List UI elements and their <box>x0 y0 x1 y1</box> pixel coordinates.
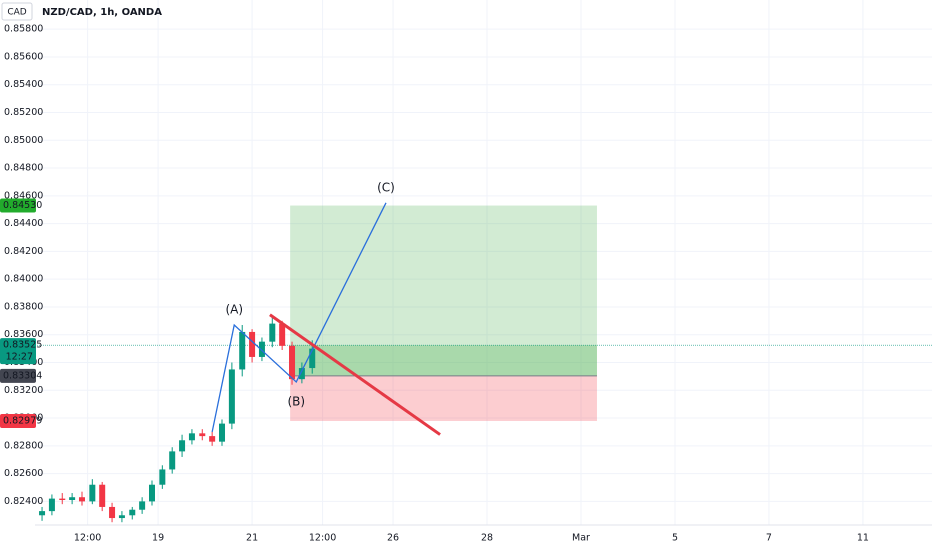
x-tick-label: Mar <box>572 533 590 544</box>
y-tick-label: 0.83600 <box>4 329 43 340</box>
price-tag <box>0 368 36 383</box>
x-tick-label: 21 <box>246 533 258 544</box>
y-tick-label: 0.82600 <box>4 468 43 479</box>
y-tick-label: 0.85600 <box>4 51 43 62</box>
candle-body <box>69 497 76 500</box>
candle-body <box>59 498 66 500</box>
x-tick-label: 19 <box>152 533 164 544</box>
wave-line <box>211 202 387 433</box>
currency: CAD <box>7 8 26 18</box>
price-tag-label: 0.83525 <box>3 340 42 351</box>
price-tag <box>0 413 36 428</box>
candle-body <box>109 506 116 519</box>
candle-body <box>169 451 176 470</box>
price-tag-label: 0.82979 <box>3 415 42 426</box>
y-tick-label: 0.84000 <box>4 274 43 285</box>
plot-area: (A) (B) (C) <box>35 0 932 525</box>
candle-body <box>209 436 216 442</box>
x-tick-label: 5 <box>672 533 678 544</box>
y-tick-label: 0.85400 <box>4 79 43 90</box>
x-tick-label: 11 <box>857 533 869 544</box>
price-tag <box>0 338 36 365</box>
y-tick-label: 0.84600 <box>4 190 43 201</box>
candle-body <box>99 484 106 507</box>
candle-body <box>139 501 146 510</box>
candle-body <box>239 331 246 370</box>
x-tick-label: 12:00 <box>309 533 336 544</box>
y-tick-label: 0.84800 <box>4 163 43 174</box>
x-tick-label: 28 <box>481 533 493 544</box>
price-tag-label: 0.84530 <box>3 200 42 211</box>
x-tick-label: 7 <box>766 533 772 544</box>
x-tick-label: 12:00 <box>74 533 101 544</box>
currency-box[interactable] <box>1 2 33 21</box>
candle-body <box>199 433 206 437</box>
candle-body <box>149 484 155 502</box>
candle-body <box>309 348 316 369</box>
y-tick-label: 0.84200 <box>4 246 43 257</box>
candle-body <box>89 484 96 502</box>
candle-body <box>298 368 305 380</box>
candle-body <box>219 423 226 442</box>
candle-body <box>279 323 286 346</box>
candle-body <box>78 497 85 502</box>
candle-body <box>48 498 55 512</box>
candle-body <box>159 469 166 485</box>
candle-body <box>249 331 256 357</box>
candle-body <box>269 323 276 342</box>
y-tick-label: 0.83800 <box>4 301 43 312</box>
y-tick-label: 0.82800 <box>4 440 43 451</box>
wave-label: (B) <box>287 394 305 408</box>
y-tick-label: 0.85200 <box>4 107 43 118</box>
wave-label: (A) <box>225 303 243 317</box>
x-tick-label: 26 <box>387 533 399 544</box>
trendline <box>269 313 441 436</box>
candle-body <box>39 511 46 516</box>
y-tick-label: 0.84400 <box>4 218 43 229</box>
y-tick-label: 0.83200 <box>4 385 43 396</box>
candle-body <box>118 515 125 519</box>
countdown: 12:27 <box>6 352 33 363</box>
price-tag <box>0 198 36 213</box>
open-profit <box>290 345 597 376</box>
candle-body <box>188 433 195 441</box>
price-tag-label: 0.83304 <box>3 370 42 381</box>
wave-label: (C) <box>377 180 395 194</box>
y-tick-label: 0.85800 <box>4 24 43 35</box>
candle-body <box>289 345 296 380</box>
loss-zone <box>290 375 597 421</box>
candle-body <box>228 369 235 424</box>
candle-body <box>179 440 186 452</box>
symbol: NZD/CAD, 1h, OANDA <box>42 7 162 18</box>
y-tick-label: 0.82400 <box>4 496 43 507</box>
candle-body <box>129 509 136 516</box>
candle-body <box>258 341 265 357</box>
y-tick-label: 0.85000 <box>4 135 43 146</box>
